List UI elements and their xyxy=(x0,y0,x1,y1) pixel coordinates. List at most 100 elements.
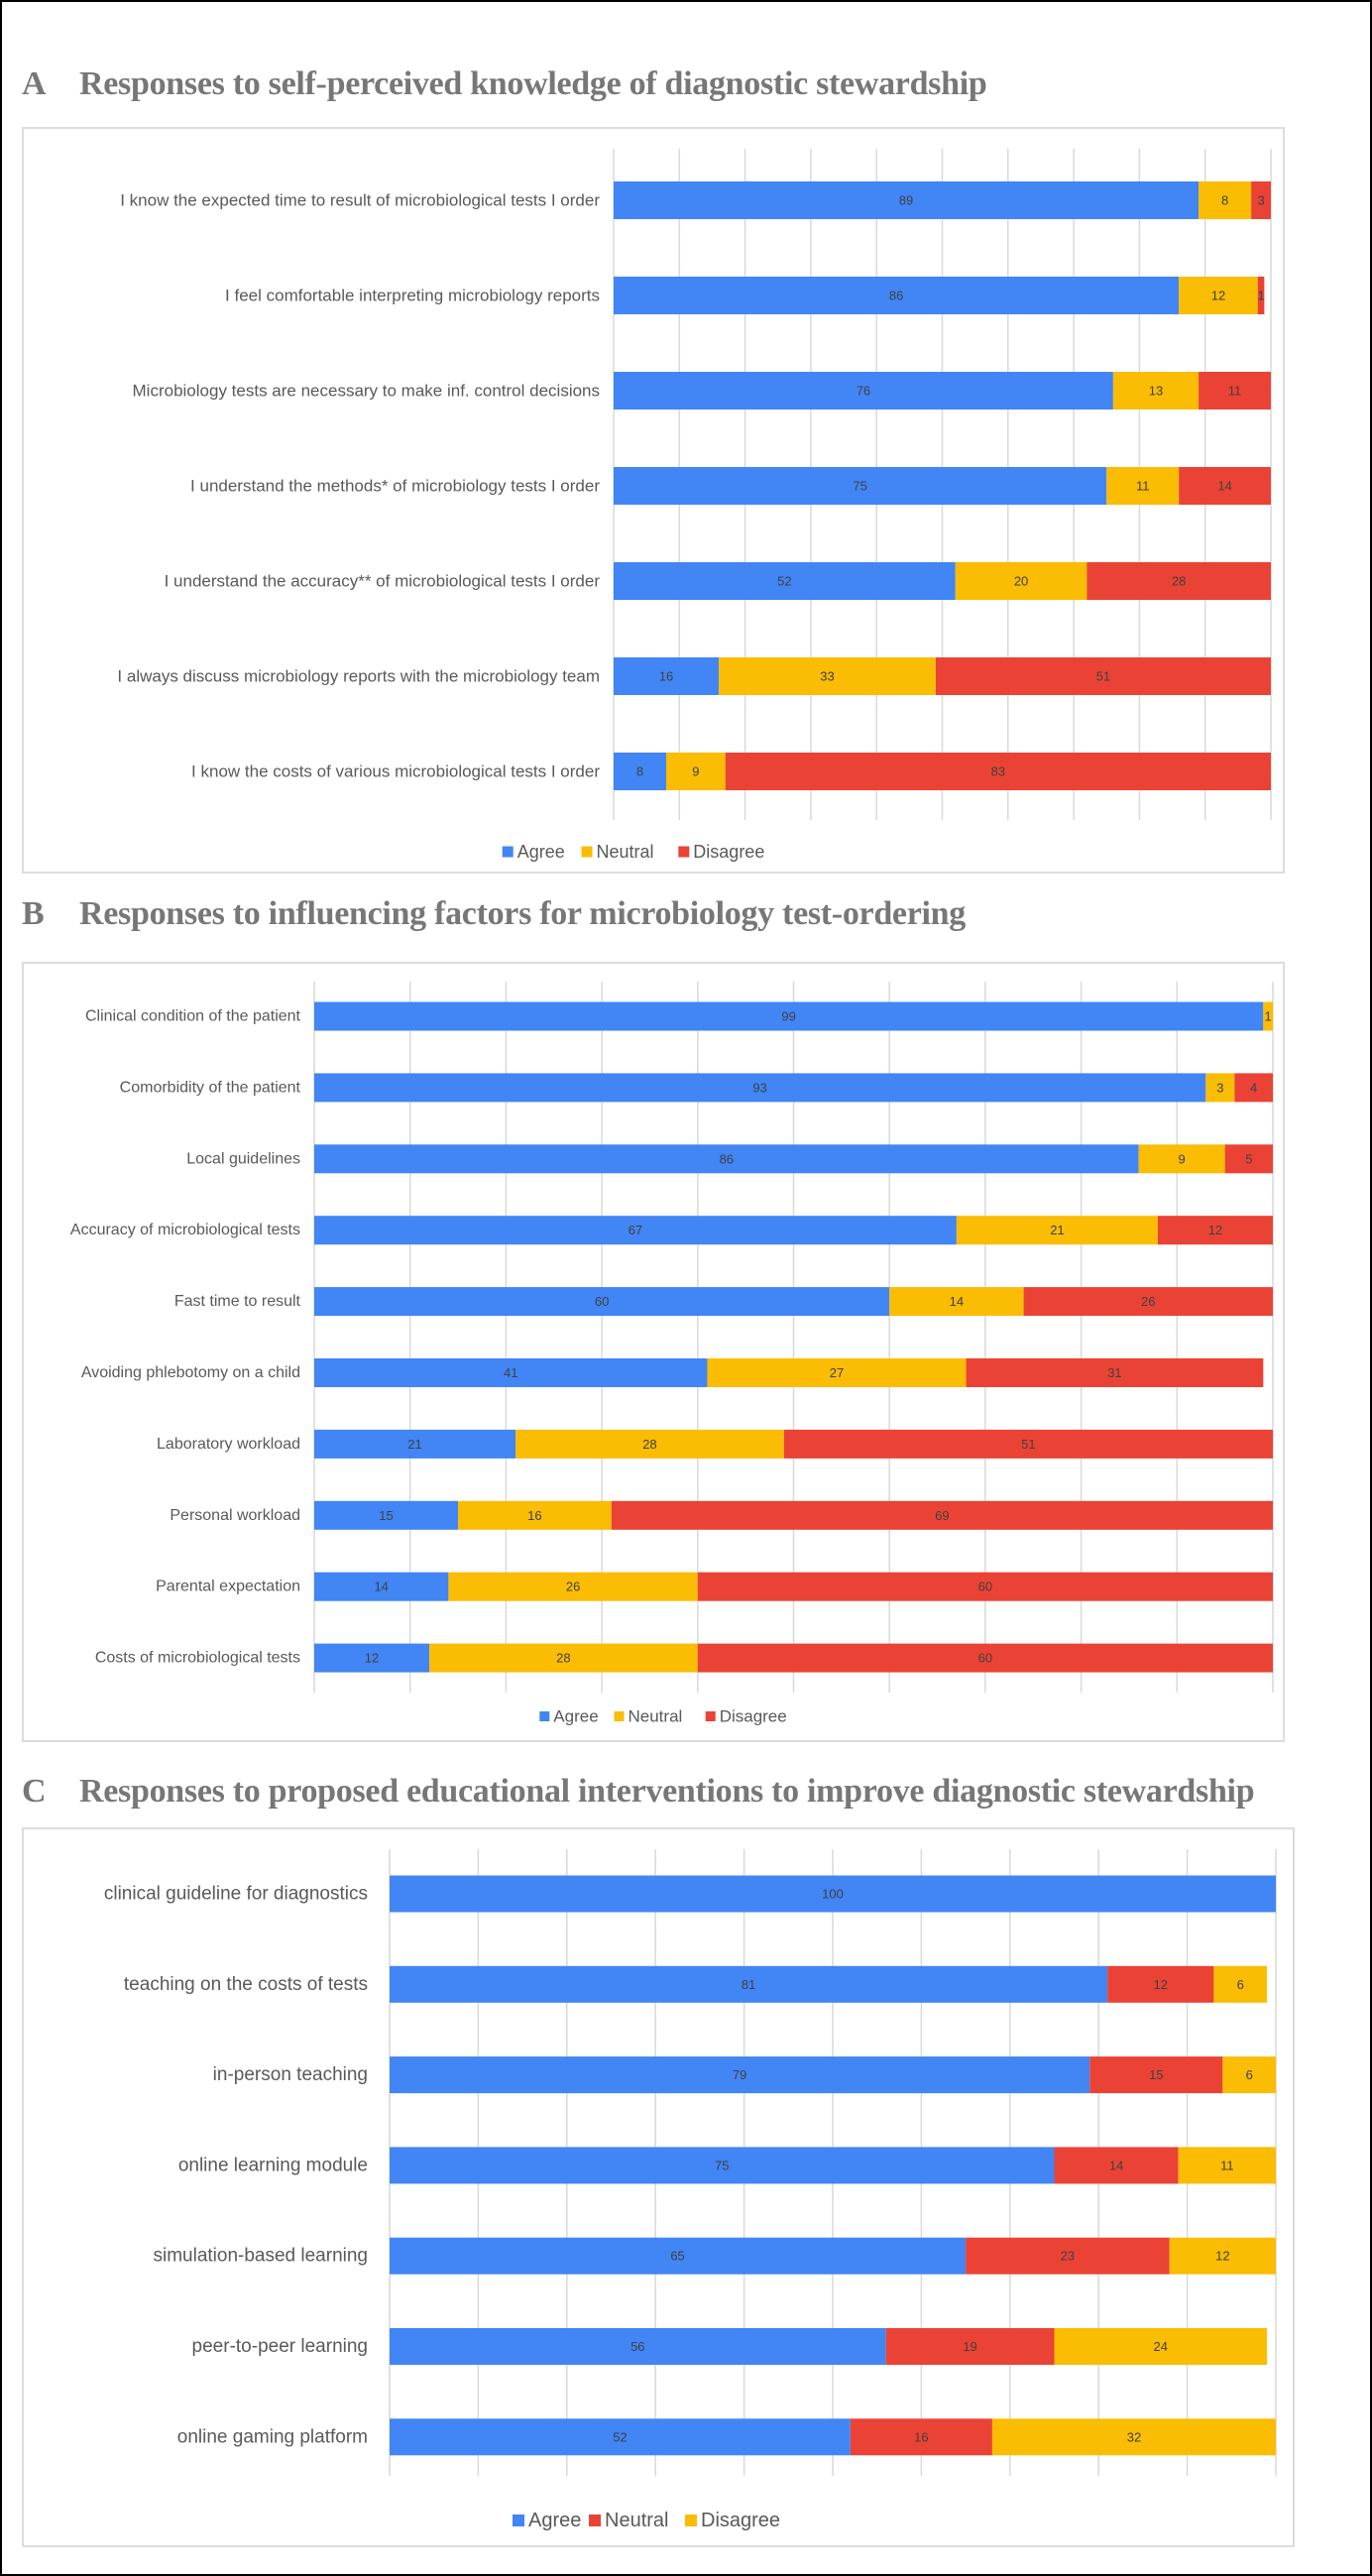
data-label-neutral: 28 xyxy=(642,1437,656,1452)
bar-segment-agree xyxy=(390,1965,1108,2003)
data-label-neutral: 27 xyxy=(830,1365,844,1380)
bar-segment-disagree xyxy=(725,753,1271,790)
bar-segment-agree xyxy=(314,1216,957,1245)
category-label: I feel comfortable interpreting microbio… xyxy=(225,287,600,305)
category-label: I understand the methods* of microbiolog… xyxy=(190,477,600,496)
data-label-neutral: 14 xyxy=(950,1294,964,1309)
legend-label: Neutral xyxy=(605,2510,668,2531)
bar-segment-neutral xyxy=(1106,467,1180,505)
bar-row-i-know-the-costs-of-various-microbiologi: I know the costs of various microbiologi… xyxy=(191,753,1271,790)
bar-row-laboratory-workload: Laboratory workload 21 28 51 xyxy=(157,1429,1273,1459)
bar-segment-neutral xyxy=(1112,372,1200,410)
bar-segment-disagree xyxy=(1023,1287,1273,1317)
data-label-disagree: 12 xyxy=(1208,1223,1222,1237)
bar-segment-agree xyxy=(614,467,1107,505)
bar-segment-neutral xyxy=(1205,1073,1235,1103)
bar-segment-neutral xyxy=(719,657,936,695)
bar-segment-disagree xyxy=(697,1572,1273,1601)
bar-row-i-always-discuss-microbiology-reports-wi: I always discuss microbiology reports wi… xyxy=(117,657,1271,695)
legend-swatch xyxy=(539,1711,550,1721)
legend-label: Disagree xyxy=(701,2510,780,2531)
panel-c-title: C Responses to proposed educational inter… xyxy=(22,1773,1255,1811)
bar-segment-disagree xyxy=(1179,467,1271,505)
legend-label: Disagree xyxy=(693,842,764,862)
legend-item-agree: Agree xyxy=(539,1707,599,1726)
bar-segment-disagree xyxy=(966,1358,1264,1387)
panel-a-title: A Responses to self-perceived knowledge o… xyxy=(22,65,987,103)
bar-row-in-person-teaching: in-person teaching 79 15 6 xyxy=(213,2056,1276,2094)
chart-a-box: I know the expected time to result of mi… xyxy=(22,127,1285,874)
bar-segment-agree xyxy=(314,1572,449,1601)
chart-b-box: Clinical condition of the patient 99 1 Como… xyxy=(22,962,1285,1742)
bar-row-simulation-based-learning: simulation-based learning 65 23 12 xyxy=(153,2237,1276,2275)
bar-segment-agree xyxy=(314,1001,1264,1031)
bar-segment-agree xyxy=(614,372,1113,410)
chart-b: Clinical condition of the patient 99 1 Como… xyxy=(70,982,1274,1726)
data-label-agree: 81 xyxy=(742,1977,755,1992)
data-label-neutral: 8 xyxy=(1221,193,1228,208)
data-label-disagree: 11 xyxy=(1220,2158,1234,2172)
data-label-agree: 93 xyxy=(752,1080,766,1095)
category-label: Clinical condition of the patient xyxy=(85,1008,301,1025)
data-label-disagree: 3 xyxy=(1257,193,1264,208)
category-label: Microbiology tests are necessary to make… xyxy=(133,382,600,401)
category-label: simulation-based learning xyxy=(153,2246,368,2267)
data-label-neutral: 19 xyxy=(963,2339,976,2354)
bar-row-parental-expectation: Parental expectation 14 26 60 xyxy=(156,1572,1273,1601)
data-label-agree: 52 xyxy=(613,2429,627,2444)
bar-segment-disagree xyxy=(1224,1144,1273,1174)
legend-item-neutral: Neutral xyxy=(581,842,654,862)
bar-row-teaching-on-the-costs-of-tests: teaching on the costs of tests 81 12 6 xyxy=(124,1965,1268,2003)
data-label-disagree: 28 xyxy=(1172,574,1186,589)
bar-segment-agree xyxy=(314,1073,1206,1103)
legend-item-neutral: Neutral xyxy=(589,2510,668,2531)
data-label-agree: 14 xyxy=(374,1580,388,1594)
chart-c-box: clinical guideline for diagnostics 100 tea… xyxy=(22,1827,1295,2547)
legend: Agree Neutral Disagree xyxy=(539,1707,787,1726)
category-label: Personal workload xyxy=(170,1507,300,1524)
legend-swatch xyxy=(685,2515,697,2526)
bar-segment-agree xyxy=(390,2237,967,2275)
data-label-neutral: 21 xyxy=(1050,1223,1064,1237)
bar-segment-neutral xyxy=(956,1216,1158,1245)
data-label-agree: 12 xyxy=(365,1651,379,1666)
bar-segment-agree xyxy=(314,1643,430,1673)
legend-swatch xyxy=(513,2515,524,2526)
data-label-agree: 41 xyxy=(504,1365,517,1380)
bar-segment-disagree xyxy=(935,657,1271,695)
legend-item-agree: Agree xyxy=(502,842,565,862)
data-label-neutral: 23 xyxy=(1061,2249,1075,2264)
data-label-agree: 67 xyxy=(629,1223,642,1237)
data-label-disagree: 32 xyxy=(1127,2429,1141,2444)
bar-segment-neutral xyxy=(448,1572,698,1601)
bar-segment-disagree xyxy=(1213,1965,1268,2003)
data-label-neutral: 16 xyxy=(914,2429,928,2444)
legend-swatch xyxy=(589,2515,601,2526)
category-label: online gaming platform xyxy=(177,2426,368,2447)
panel-c-letter: C xyxy=(22,1773,47,1810)
data-label-neutral: 33 xyxy=(820,669,834,684)
bar-segment-neutral xyxy=(1107,1965,1214,2003)
data-label-disagree: 60 xyxy=(978,1651,992,1666)
bar-segment-neutral xyxy=(1179,277,1258,314)
bar-row-personal-workload: Personal workload 15 16 69 xyxy=(170,1500,1273,1530)
data-label-agree: 99 xyxy=(781,1009,795,1024)
legend-label: Agree xyxy=(517,842,565,862)
category-label: Accuracy of microbiological tests xyxy=(70,1222,300,1238)
legend-swatch xyxy=(678,846,690,858)
bar-segment-disagree xyxy=(1222,2056,1276,2094)
bar-segment-disagree xyxy=(991,2418,1276,2456)
bar-segment-neutral xyxy=(955,562,1087,600)
data-label-disagree: 83 xyxy=(991,764,1005,779)
data-label-neutral: 20 xyxy=(1014,574,1028,589)
data-label-disagree: 60 xyxy=(978,1580,992,1594)
legend-item-disagree: Disagree xyxy=(685,2510,780,2531)
bar-segment-agree xyxy=(390,2056,1090,2094)
data-label-agree: 86 xyxy=(889,289,903,303)
bar-segment-agree xyxy=(314,1287,890,1317)
bar-segment-disagree xyxy=(1178,2147,1276,2184)
data-label-agree: 21 xyxy=(407,1437,421,1452)
data-label-disagree: 6 xyxy=(1246,2067,1253,2082)
bar-segment-agree xyxy=(314,1358,708,1387)
